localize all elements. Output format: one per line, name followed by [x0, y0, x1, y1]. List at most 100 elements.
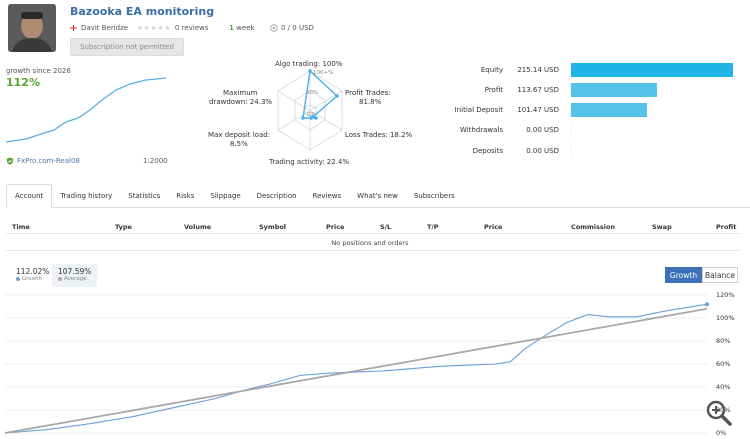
balance-row: Equity 215.14 USD [440, 63, 750, 77]
author-avatar[interactable] [8, 4, 56, 52]
weeks-count: 1 [229, 24, 234, 32]
tab-reviews[interactable]: Reviews [312, 192, 342, 200]
balance-bar [571, 103, 648, 117]
tab-what-s-new[interactable]: What's new [357, 192, 398, 200]
broker-server[interactable]: FxPro.com-Real08 [17, 157, 80, 165]
column-header[interactable]: Symbol [259, 223, 287, 231]
weeks-info: 1 week [229, 24, 255, 32]
reviews-count[interactable]: 0 reviews [174, 24, 209, 32]
radar-chart: 100+% 50% 0% [277, 69, 343, 151]
y-tick-label: 120% [716, 291, 735, 299]
balance-row: Profit 113.67 USD [440, 83, 750, 97]
rating-row: ★★★★★ 0 reviews [137, 24, 208, 32]
author-row: Davit Beridze [70, 24, 128, 32]
leverage-value: 1:2000 [143, 157, 168, 165]
radar-label-profit-val: 81.8% [359, 98, 382, 106]
balance-row: Initial Deposit 101.47 USD [440, 103, 750, 117]
radar-point [309, 116, 313, 120]
subscribe-button[interactable]: Subscription not permitted [70, 38, 184, 56]
growth-mini-chart [6, 77, 167, 143]
balance-value: 113.67 USD [517, 86, 559, 94]
balance-bar [571, 83, 657, 97]
column-header[interactable]: S/L [380, 223, 392, 231]
column-header[interactable]: Profit [716, 223, 737, 231]
balance-value: 0.00 USD [526, 126, 559, 134]
radar-label-profit: Profit Trades: [345, 89, 391, 97]
copiers-value: 0 / 0 USD [281, 24, 314, 32]
legend-average-value: 107.59% [58, 267, 92, 276]
legend-growth-label: Growth [22, 276, 42, 282]
balance-label: Profit [484, 86, 503, 94]
balance-value: 215.14 USD [517, 66, 559, 74]
shield-check-icon [6, 157, 14, 165]
y-tick-label: 100% [716, 314, 735, 322]
tab-slippage[interactable]: Slippage [210, 192, 241, 200]
legend-average[interactable]: 107.59% Average [52, 264, 98, 287]
author-name[interactable]: Davit Beridze [81, 24, 129, 32]
tab-subscribers[interactable]: Subscribers [413, 192, 455, 200]
y-tick-label: 60% [716, 360, 731, 368]
radar-label-drawdown: Maximum [223, 89, 258, 97]
legend-growth[interactable]: 112.02% Growth [10, 264, 55, 287]
balance-value: 0.00 USD [526, 147, 559, 155]
balance-toggle-button[interactable]: Balance [702, 267, 738, 283]
table-header-divider [6, 233, 740, 234]
radar-label-loss: Loss Trades: 18.2% [345, 131, 413, 139]
tab-account[interactable]: Account [6, 184, 53, 208]
copiers-info: 0 / 0 USD [270, 24, 314, 32]
weeks-label: week [236, 24, 255, 32]
tab-bar: Account Trading history Statistics Risks Sli… [6, 184, 750, 208]
y-tick-label: 80% [716, 337, 731, 345]
radar-label-deposit: Max deposit load: [208, 131, 271, 139]
column-header[interactable]: Commission [571, 223, 616, 231]
georgia-flag-icon [70, 25, 77, 31]
ring-label-50: 50% [306, 90, 318, 96]
balance-label: Initial Deposit [454, 106, 503, 114]
y-tick-label: 0% [716, 429, 727, 437]
growth-label: growth since 2026 [6, 67, 71, 75]
broker-info: FxPro.com-Real08 [6, 157, 80, 165]
tab-description[interactable]: Description [256, 192, 297, 200]
ring-label-0: 0% [307, 112, 316, 118]
balance-row: Deposits 0.00 USD [440, 144, 750, 158]
legend-average-label: Average [64, 276, 87, 282]
tab-risks[interactable]: Risks [176, 192, 195, 200]
signal-title[interactable]: Bazooka EA monitoring [70, 5, 215, 18]
column-header[interactable]: Swap [652, 223, 672, 231]
copiers-icon [270, 24, 278, 32]
column-header[interactable]: Time [12, 223, 30, 231]
balance-bar [571, 144, 572, 158]
series-line-average [4, 307, 708, 434]
column-header[interactable]: Type [115, 223, 132, 231]
radar-label-activity: Trading activity: 22.4% [269, 158, 350, 166]
balance-label: Deposits [472, 147, 503, 155]
table-divider [6, 250, 740, 251]
column-header[interactable]: T/P [427, 223, 439, 231]
radar-point [335, 94, 339, 98]
zoom-in-icon[interactable] [705, 399, 733, 427]
radar-label-deposit-val: 8.5% [230, 140, 248, 148]
growth-value: 112% [6, 76, 40, 89]
growth-dot-icon [16, 277, 20, 281]
radar-point [308, 69, 312, 73]
radar-label-drawdown2: drawdown: 24.3% [209, 98, 273, 106]
column-header[interactable]: Price [326, 223, 345, 231]
column-header[interactable]: Volume [184, 223, 212, 231]
average-dot-icon [58, 277, 62, 281]
star-rating-icon: ★★★★★ [137, 24, 171, 32]
growth-toggle-button[interactable]: Growth [665, 267, 702, 283]
series-line-growth [4, 303, 708, 434]
series-endpoint [705, 302, 709, 307]
radar-label-algo: Algo trading: 100% [275, 60, 343, 68]
legend-growth-value: 112.02% [16, 267, 50, 276]
radar-point [301, 116, 305, 120]
balance-bar [571, 123, 572, 137]
ring-label-100: 100+% [313, 70, 333, 76]
column-header[interactable]: Price [484, 223, 503, 231]
balance-label: Withdrawals [459, 126, 503, 134]
balance-row: Withdrawals 0.00 USD [440, 123, 750, 137]
empty-positions-message: No positions and orders [331, 239, 409, 247]
balance-value: 101.47 USD [517, 106, 559, 114]
tab-trading-history[interactable]: Trading history [60, 192, 113, 200]
tab-statistics[interactable]: Statistics [128, 192, 161, 200]
